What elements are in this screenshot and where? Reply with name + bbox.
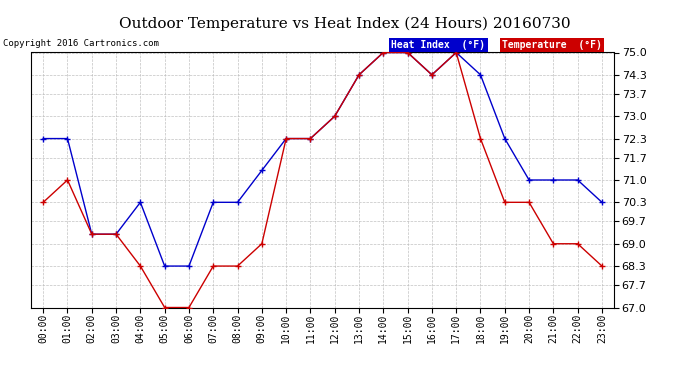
Text: Heat Index  (°F): Heat Index (°F) [391, 40, 485, 50]
Text: Copyright 2016 Cartronics.com: Copyright 2016 Cartronics.com [3, 39, 159, 48]
Text: Temperature  (°F): Temperature (°F) [502, 40, 602, 50]
Text: Outdoor Temperature vs Heat Index (24 Hours) 20160730: Outdoor Temperature vs Heat Index (24 Ho… [119, 17, 571, 31]
